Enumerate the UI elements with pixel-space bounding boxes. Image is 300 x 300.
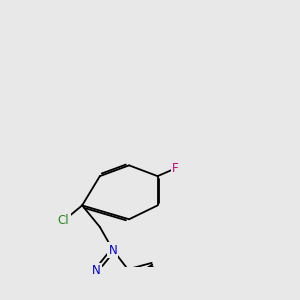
Text: Cl: Cl xyxy=(58,214,70,227)
Text: N: N xyxy=(109,244,117,256)
Text: F: F xyxy=(172,162,178,175)
Text: N: N xyxy=(109,244,117,256)
Text: F: F xyxy=(172,162,178,175)
Text: N: N xyxy=(92,264,100,277)
Text: N: N xyxy=(92,264,100,277)
Text: Cl: Cl xyxy=(58,214,70,227)
